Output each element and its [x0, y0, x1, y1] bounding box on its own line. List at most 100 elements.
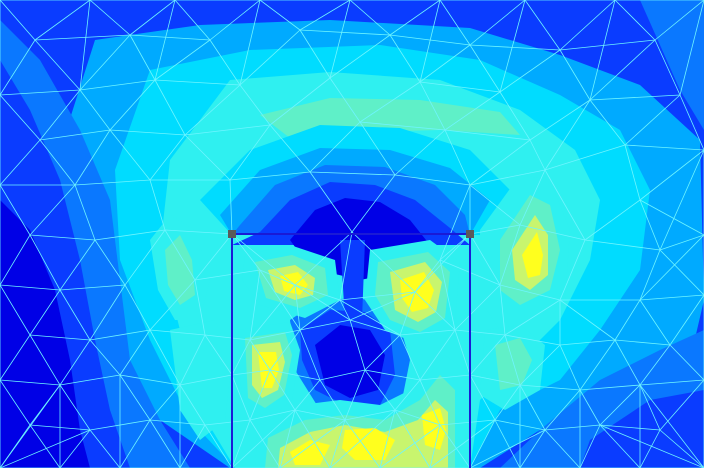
mesh-edge [279, 419, 346, 468]
mesh-edge [269, 369, 296, 411]
mesh-edge [129, 0, 176, 36]
mesh-edge [351, 174, 396, 233]
mesh-edge [669, 344, 704, 381]
band-left-deep [0, 200, 90, 468]
mesh-edge [294, 409, 346, 421]
mesh-edge [339, 291, 416, 301]
mesh-edge [639, 234, 704, 301]
mesh-edge [299, 29, 331, 79]
mesh-edge [329, 409, 396, 468]
mesh-edge [394, 379, 421, 411]
mesh-edge [394, 409, 431, 468]
mesh-edge [429, 424, 441, 468]
mesh-edge [29, 334, 91, 341]
mesh-edge [589, 94, 681, 101]
mesh-edge [504, 334, 521, 386]
mesh-edge [174, 0, 211, 41]
mesh-edge [639, 379, 704, 386]
mesh-edge [39, 89, 81, 141]
mesh-edge [519, 384, 581, 391]
mesh-edge [229, 179, 233, 235]
mesh-edge [559, 239, 586, 301]
mesh-edge [444, 91, 501, 131]
mesh-edge [469, 374, 496, 421]
mesh-edge [339, 231, 353, 301]
mesh-edge [299, 0, 351, 31]
mesh-edge [469, 419, 496, 468]
mesh-edge [329, 419, 346, 468]
mesh-edge [0, 234, 31, 286]
mesh-edge [209, 39, 241, 86]
mesh-edge [529, 99, 591, 141]
mesh-edge [154, 79, 241, 86]
mesh-edge [0, 284, 31, 336]
mesh-edge [179, 424, 206, 468]
mesh-edge [389, 34, 471, 46]
mesh-edge [559, 344, 581, 391]
mesh-edge [94, 239, 126, 286]
mesh-edge [294, 379, 321, 411]
mesh-edge [544, 389, 581, 431]
mesh-edge [29, 184, 76, 236]
mesh-edge [119, 374, 151, 421]
mesh-edge [544, 144, 626, 171]
mesh-edge [639, 384, 704, 468]
mesh-edge [414, 259, 441, 293]
mesh-edge [149, 384, 181, 421]
mesh-edge [0, 39, 36, 96]
mesh-edge [0, 379, 61, 386]
mesh-edge [364, 369, 396, 411]
mesh-edge [299, 329, 321, 381]
mesh-edge [0, 384, 61, 468]
mesh-edge [639, 344, 671, 386]
mesh-edge [89, 339, 121, 376]
mesh-edge [154, 39, 211, 81]
mesh-edge [269, 369, 321, 381]
mesh-edge [359, 81, 421, 123]
mesh-edge [229, 124, 271, 181]
mesh-edge [599, 424, 704, 468]
mesh-edge [0, 429, 91, 468]
mesh-edge [119, 329, 151, 376]
mesh-edge [344, 419, 381, 468]
mesh-edge [204, 334, 251, 341]
mesh-edge [519, 344, 561, 386]
mesh-edge [659, 429, 704, 468]
mesh-edge [344, 369, 366, 421]
mesh-edge [499, 224, 521, 286]
mesh-edge [419, 0, 441, 83]
mesh-edge [659, 379, 704, 431]
mesh-edge [589, 0, 616, 101]
frame-rectangle [231, 233, 471, 468]
mesh-edge [579, 424, 601, 468]
mesh-edge [659, 249, 704, 296]
mesh-edge [124, 284, 151, 331]
mesh-edge [579, 389, 601, 426]
mesh-edge [639, 294, 704, 301]
mesh-edge [399, 329, 456, 336]
mesh-edge [394, 129, 446, 176]
mesh-edge [339, 299, 401, 336]
mesh-edge [359, 121, 446, 131]
mesh-edge [351, 231, 416, 293]
mesh-edge [559, 0, 616, 51]
mesh-edge [74, 184, 96, 241]
mesh-edge [639, 429, 661, 468]
mesh-edge [231, 409, 296, 468]
mesh-edge [359, 121, 396, 176]
mesh-edge [614, 0, 656, 41]
mesh-edge [259, 0, 301, 31]
band-rightlobe-yellow [522, 232, 543, 278]
mesh-edge [109, 129, 151, 181]
mesh-edge [119, 374, 181, 386]
band-topright-azure [640, 0, 704, 130]
mesh-edge [624, 94, 681, 146]
mesh-edge [639, 249, 661, 301]
mesh-edge [654, 39, 681, 96]
mesh-edge [319, 369, 366, 381]
mesh-edge [639, 199, 704, 236]
mesh-edge [364, 369, 421, 381]
mesh-edge [34, 34, 131, 41]
mesh-edge [149, 329, 181, 386]
mesh-edge [39, 129, 111, 141]
